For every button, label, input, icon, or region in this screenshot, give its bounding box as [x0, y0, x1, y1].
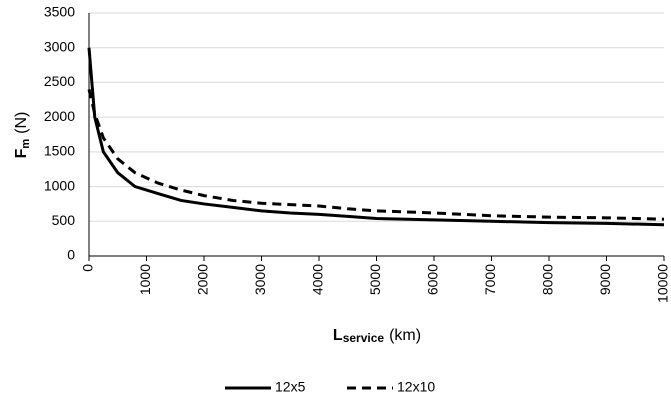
x-tick-label: 4000 [310, 264, 326, 295]
y-tick-label: 3500 [44, 4, 75, 20]
x-tick-label: 6000 [425, 264, 441, 295]
y-axis-label: Fm (N) [13, 112, 32, 159]
y-label-unit: (N) [13, 112, 30, 134]
x-tick-label: 10000 [655, 264, 671, 303]
x-tick-label: 8000 [540, 264, 556, 295]
x-tick-label: 5000 [367, 264, 383, 295]
y-tick-label: 1500 [44, 143, 75, 159]
x-label-main: L [333, 327, 343, 344]
x-tick-label: 1000 [137, 264, 153, 295]
legend-label: 12x5 [275, 379, 306, 395]
y-label-main: F [13, 148, 30, 158]
y-tick-label: 2500 [44, 73, 75, 89]
x-label-unit: (km) [389, 327, 421, 344]
x-tick-label: 2000 [195, 264, 211, 295]
y-tick-label: 3000 [44, 38, 75, 54]
legend-label: 12x10 [397, 379, 435, 395]
x-tick-label: 3000 [252, 264, 268, 295]
y-label-sub: m [20, 139, 32, 149]
x-tick-label: 9000 [597, 264, 613, 295]
series-line [87, 89, 665, 221]
y-tick-label: 2000 [44, 108, 75, 124]
x-axis-label: Lservice (km) [333, 327, 421, 345]
y-tick-label: 500 [52, 212, 76, 228]
x-tick-label: 7000 [482, 264, 498, 295]
x-tick-label: 0 [80, 264, 96, 272]
y-tick-label: 0 [67, 247, 75, 263]
series-line [87, 47, 665, 227]
y-tick-label: 1000 [44, 177, 75, 193]
x-label-sub: service [343, 331, 385, 345]
